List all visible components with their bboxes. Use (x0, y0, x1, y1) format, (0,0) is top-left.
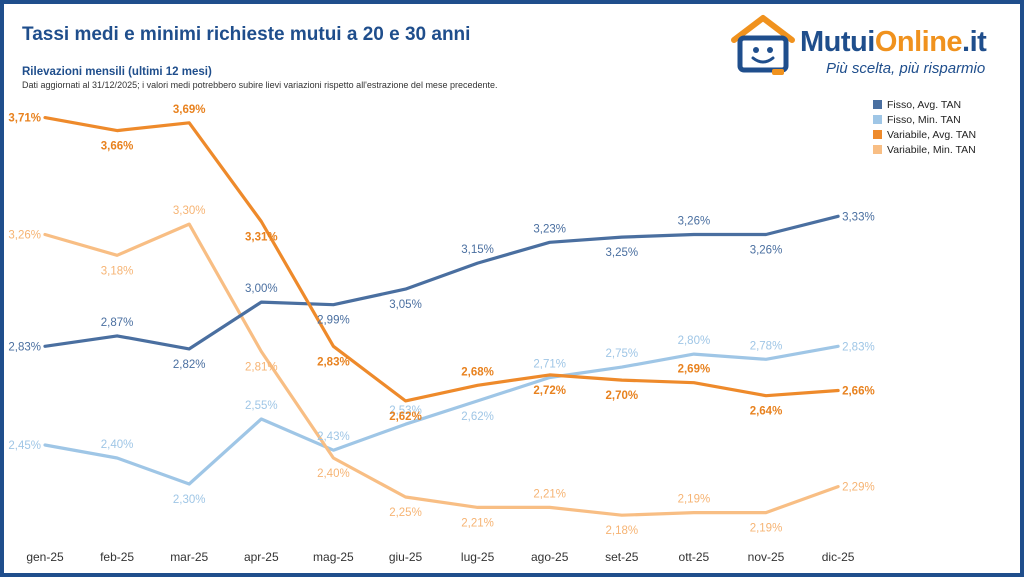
brand-name-part2: Online (874, 26, 963, 58)
data-label: 3,66% (101, 141, 134, 153)
brand-tagline: Più scelta, più risparmio (826, 60, 986, 77)
legend-label: Fisso, Min. TAN (887, 113, 961, 126)
data-label: 2,40% (317, 468, 350, 480)
series-line (43, 222, 840, 517)
data-label: 3,69% (173, 104, 206, 116)
data-label: 2,40% (101, 439, 134, 451)
legend-swatch (873, 145, 882, 154)
chart-legend: Fisso, Avg. TAN Fisso, Min. TAN Variabil… (873, 97, 976, 157)
data-label: 2,64% (750, 406, 783, 418)
data-label: 2,81% (245, 361, 278, 373)
data-label: 2,21% (461, 517, 494, 529)
data-label: 2,18% (605, 525, 638, 537)
x-tick-label: gen-25 (26, 550, 64, 564)
data-label: 2,30% (173, 494, 206, 506)
legend-label: Variabile, Avg. TAN (887, 128, 977, 141)
brand-logo: MutuiOnline.it Più scelta, più risparmio (728, 14, 1008, 84)
series-line (43, 214, 840, 351)
legend-item: Fisso, Avg. TAN (873, 97, 976, 112)
data-label: 3,05% (389, 299, 422, 311)
data-label: 2,66% (842, 385, 875, 397)
legend-item: Variabile, Min. TAN (873, 142, 976, 157)
series-line (43, 115, 840, 403)
data-label: 2,71% (533, 358, 566, 370)
data-label: 2,62% (389, 411, 422, 423)
data-label: 3,31% (245, 232, 278, 244)
data-label: 2,75% (605, 348, 638, 360)
data-label: 2,19% (678, 494, 711, 506)
legend-label: Variabile, Min. TAN (887, 143, 976, 156)
data-label: 3,25% (605, 247, 638, 259)
chart-note: Dati aggiornati al 31/12/2025; i valori … (22, 80, 498, 90)
data-label: 2,72% (533, 385, 566, 397)
x-tick-label: feb-25 (100, 550, 134, 564)
data-label: 3,71% (8, 113, 41, 125)
data-label: 3,26% (750, 245, 783, 257)
data-label: 3,15% (461, 244, 494, 256)
x-tick-label: mag-25 (313, 550, 354, 564)
legend-item: Variabile, Avg. TAN (873, 127, 976, 142)
x-tick-label: dic-25 (822, 550, 855, 564)
chart-title: Tassi medi e minimi richieste mutui a 20… (22, 24, 471, 45)
data-label: 3,30% (173, 205, 206, 217)
data-label: 2,21% (533, 488, 566, 500)
data-label: 3,33% (842, 211, 875, 223)
data-label: 3,18% (101, 265, 134, 277)
data-label: 2,69% (678, 364, 711, 376)
x-tick-label: apr-25 (244, 550, 279, 564)
data-label: 2,87% (101, 317, 134, 329)
legend-label: Fisso, Avg. TAN (887, 98, 962, 111)
series-line (43, 344, 840, 486)
data-label: 2,78% (750, 340, 783, 352)
data-label: 2,19% (750, 523, 783, 535)
data-label: 2,55% (245, 400, 278, 412)
data-label: 2,29% (842, 482, 875, 494)
data-label: 2,70% (605, 390, 638, 402)
chart-subtitle: Rilevazioni mensili (ultimi 12 mesi) (22, 66, 212, 78)
data-label: 2,53% (389, 405, 422, 417)
x-tick-label: ago-25 (531, 550, 569, 564)
x-tick-label: giu-25 (389, 550, 423, 564)
data-label: 2,83% (317, 356, 350, 368)
legend-swatch (873, 100, 882, 109)
legend-swatch (873, 115, 882, 124)
data-label: 2,83% (8, 341, 41, 353)
data-label: 2,68% (461, 366, 494, 378)
x-tick-label: ott-25 (679, 550, 710, 564)
data-label: 2,43% (317, 431, 350, 443)
data-label: 3,26% (8, 230, 41, 242)
data-label: 2,82% (173, 359, 206, 371)
data-label: 2,62% (461, 411, 494, 423)
house-monitor-smiley-icon (731, 15, 795, 75)
brand-name: MutuiOnline.it (800, 26, 987, 59)
data-label: 2,45% (8, 440, 41, 452)
data-label: 3,00% (245, 283, 278, 295)
brand-name-part1: Mutui (800, 26, 875, 58)
x-tick-label: lug-25 (461, 550, 495, 564)
data-label: 2,83% (842, 341, 875, 353)
legend-item: Fisso, Min. TAN (873, 112, 976, 127)
data-label: 2,99% (317, 315, 350, 327)
brand-name-part3: .it (962, 26, 987, 58)
x-tick-label: nov-25 (748, 550, 785, 564)
data-label: 2,25% (389, 507, 422, 519)
data-label: 2,80% (678, 335, 711, 347)
legend-swatch (873, 130, 882, 139)
x-tick-label: mar-25 (170, 550, 208, 564)
data-label: 3,26% (678, 216, 711, 228)
x-tick-label: set-25 (605, 550, 639, 564)
data-label: 3,23% (533, 223, 566, 235)
